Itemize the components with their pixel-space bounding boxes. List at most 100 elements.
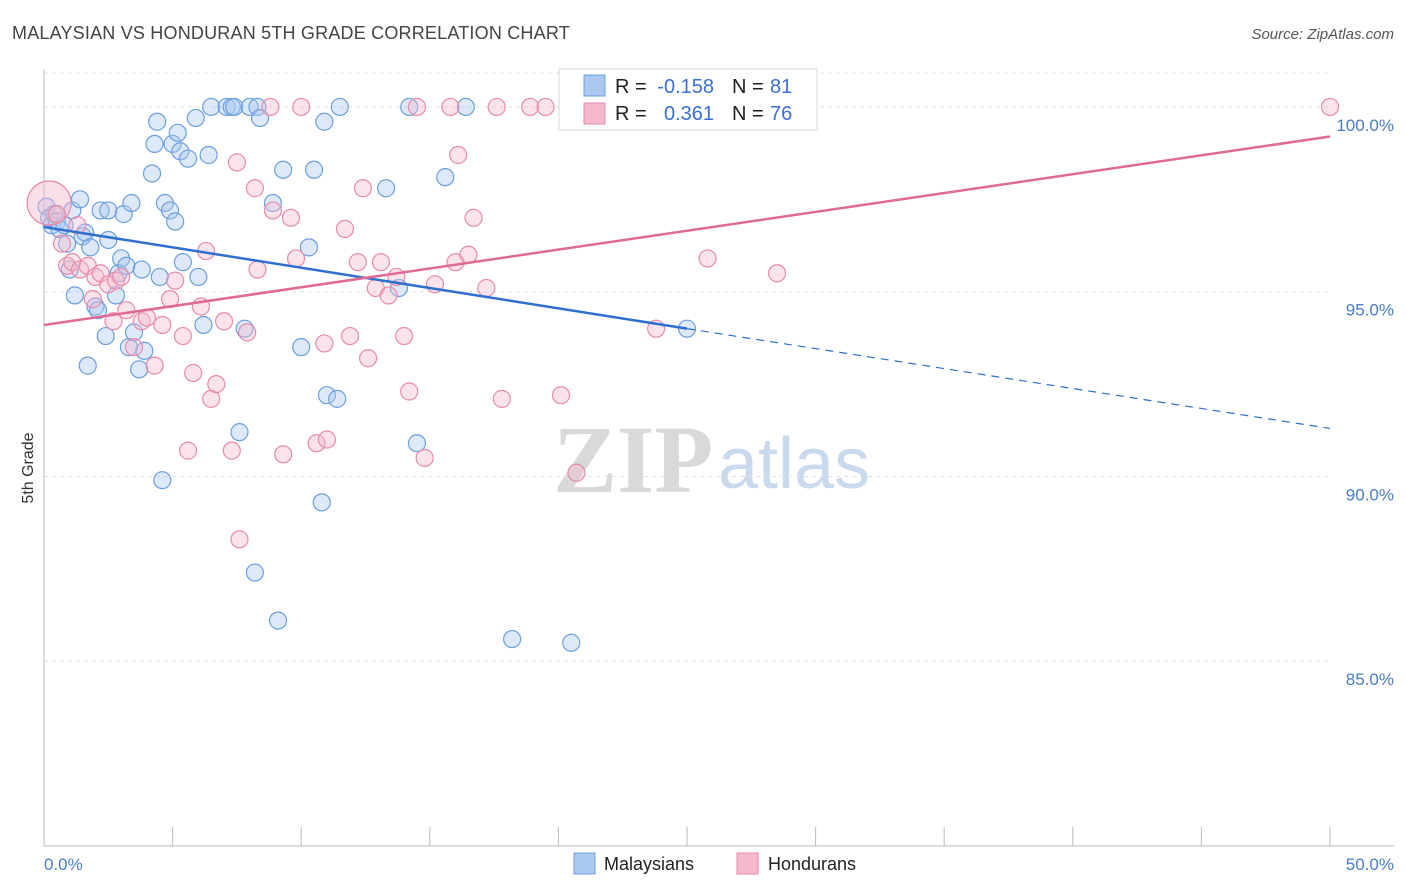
point-malaysians-62 (274, 160, 293, 179)
point-hondurans-42 (292, 97, 311, 117)
point-malaysians-41 (166, 212, 185, 231)
point-hondurans-22 (166, 271, 185, 290)
stats-legend-n-hondurans: 76 (770, 103, 792, 125)
point-hondurans-2 (52, 234, 72, 253)
point-malaysians-71 (376, 179, 396, 198)
point-malaysians-33 (142, 164, 162, 183)
point-hondurans-23 (173, 326, 192, 346)
point-malaysians-51 (217, 97, 236, 117)
point-hondurans-38 (263, 201, 283, 220)
point-hondurans-4 (63, 253, 82, 272)
trend-line-hondurans (43, 135, 1331, 327)
y-tick-labels: 100.0% 95.0% 90.0% 85.0% (1336, 116, 1394, 689)
point-hondurans-1 (47, 205, 66, 224)
point-malaysians-47 (189, 267, 208, 287)
point-malaysians-60 (263, 193, 283, 213)
point-hondurans-73 (698, 249, 717, 268)
point-hondurans-49 (353, 179, 373, 198)
point-malaysians-78 (562, 633, 581, 652)
point-malaysians-37 (153, 471, 172, 490)
point-malaysians-61 (268, 611, 288, 630)
point-hondurans-40 (281, 208, 301, 227)
point-malaysians-65 (304, 160, 324, 179)
series-legend: Malaysians Hondurans (573, 852, 856, 875)
point-hondurans-12 (104, 312, 123, 331)
stats-legend-r-label-malaysians: R = (615, 76, 647, 98)
y-tick-label-1: 95.0% (1346, 301, 1394, 320)
point-malaysians-54 (230, 423, 249, 442)
point-malaysians-10 (65, 286, 84, 305)
point-hondurans-70 (551, 386, 571, 405)
y-tick-label-3: 85.0% (1346, 670, 1394, 689)
series-hondurans-points (26, 97, 1340, 549)
point-malaysians-69 (328, 389, 347, 408)
point-hondurans-19 (145, 356, 164, 375)
point-malaysians-31 (132, 260, 151, 279)
stats-legend-n-malaysians: 81 (770, 76, 792, 98)
x-tick-min: 0.0% (44, 855, 83, 874)
point-hondurans-5 (68, 216, 87, 235)
point-malaysians-76 (456, 97, 475, 117)
point-hondurans-46 (335, 219, 355, 238)
stats-legend-n-label-malaysians: N = (732, 76, 764, 98)
stats-legend: R = -0.158 N = 81 R = 0.361 N = 76 (558, 68, 818, 131)
legend-label-malaysians: Malaysians (604, 854, 694, 874)
point-hondurans-41 (286, 249, 306, 268)
point-hondurans-53 (379, 286, 398, 305)
point-malaysians-14 (78, 356, 97, 375)
point-hondurans-52 (371, 253, 391, 272)
stats-legend-n-label-hondurans: N = (732, 103, 764, 125)
point-malaysians-63 (292, 338, 311, 357)
point-hondurans-65 (477, 278, 496, 298)
point-hondurans-66 (487, 97, 506, 117)
point-malaysians-40 (163, 134, 182, 154)
point-hondurans-58 (415, 448, 434, 468)
point-hondurans-67 (492, 389, 511, 408)
point-hondurans-55 (394, 326, 414, 346)
stats-legend-swatch-hondurans (583, 102, 606, 125)
point-hondurans-37 (261, 97, 280, 117)
trend-lines (43, 135, 1331, 430)
point-malaysians-15 (81, 238, 100, 257)
point-hondurans-15 (117, 301, 136, 320)
point-malaysians-49 (199, 145, 218, 165)
point-hondurans-8 (83, 290, 102, 309)
point-malaysians-18 (91, 201, 110, 220)
legend-swatch-hondurans (736, 852, 759, 875)
x-tick-max: 50.0% (1346, 855, 1394, 874)
point-malaysians-35 (148, 112, 167, 131)
point-hondurans-24 (178, 441, 198, 460)
point-malaysians-36 (150, 267, 169, 287)
point-malaysians-58 (248, 97, 267, 117)
stats-legend-r-malaysians: -0.158 (657, 76, 714, 98)
point-hondurans-29 (207, 374, 226, 394)
point-hondurans-56 (400, 382, 419, 401)
point-malaysians-75 (436, 168, 455, 187)
point-hondurans-71 (567, 463, 586, 482)
point-malaysians-74 (407, 434, 427, 453)
point-malaysians-68 (317, 386, 337, 405)
point-hondurans-33 (230, 530, 249, 549)
point-hondurans-14 (112, 267, 131, 287)
point-malaysians-28 (122, 193, 141, 213)
point-malaysians-7 (58, 234, 77, 253)
chart-source: Source: ZipAtlas.com (1251, 26, 1394, 43)
point-malaysians-19 (96, 326, 115, 346)
point-malaysians-70 (330, 97, 349, 117)
point-hondurans-30 (214, 312, 234, 331)
point-malaysians-67 (315, 112, 334, 131)
watermark: ZIP atlas (553, 406, 870, 513)
point-malaysians-66 (312, 493, 331, 512)
point-hondurans-20 (153, 315, 172, 335)
trend-line-malaysians-extension (686, 328, 1331, 430)
point-hondurans-43 (307, 434, 326, 453)
stats-legend-r-hondurans: 0.361 (664, 103, 714, 125)
point-hondurans-50 (358, 349, 378, 368)
point-malaysians-53 (225, 97, 244, 117)
point-malaysians-59 (250, 108, 270, 128)
point-malaysians-50 (202, 97, 221, 117)
point-malaysians-44 (173, 253, 192, 272)
point-hondurans-47 (340, 326, 360, 346)
y-axis-label: 5th Grade (20, 432, 37, 503)
